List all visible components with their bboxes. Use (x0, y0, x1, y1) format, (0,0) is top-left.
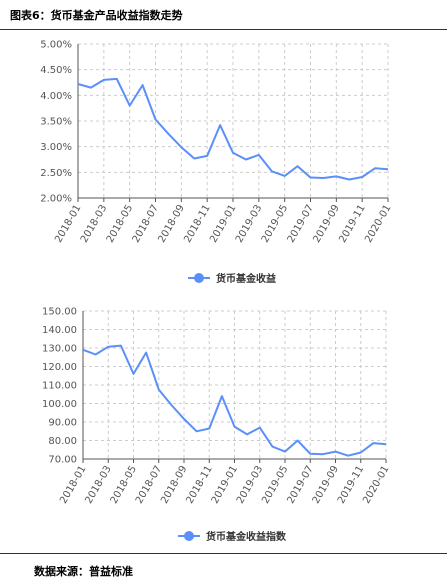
legend-label: 货币基金收益 (216, 272, 276, 285)
legend-label: 货币基金收益指数 (206, 530, 287, 543)
y-tick-label: 70.00 (48, 455, 77, 466)
y-tick-label: 4.50% (40, 65, 72, 76)
y-tick-label: 80.00 (48, 436, 77, 447)
figure-title: 图表6：货币基金产品收益指数走势 (10, 9, 183, 22)
y-tick-label: 3.50% (40, 117, 72, 128)
yield-line-chart: 2.00%2.50%3.00%3.50%4.00%4.50%5.00%2018-… (40, 40, 393, 286)
y-tick-label: 130.00 (42, 344, 77, 355)
legend-marker (184, 531, 194, 541)
series-line (77, 77, 389, 181)
bottom-divider (0, 553, 447, 554)
y-tick-label: 90.00 (48, 418, 77, 429)
y-tick-label: 5.00% (40, 40, 72, 51)
x-tick-label: 2020-01 (363, 203, 393, 245)
y-tick-label: 120.00 (42, 362, 77, 373)
y-tick-label: 100.00 (42, 399, 77, 410)
y-tick-label: 2.50% (40, 168, 72, 179)
data-source: 数据来源：普益标准 (34, 565, 133, 578)
y-tick-label: 140.00 (42, 325, 77, 336)
y-tick-label: 4.00% (40, 91, 72, 102)
legend-marker (194, 273, 204, 283)
y-tick-label: 2.00% (40, 194, 72, 205)
y-tick-label: 3.00% (40, 142, 72, 153)
top-divider (0, 29, 447, 30)
y-tick-label: 110.00 (42, 381, 77, 392)
yield-index-line-chart: 70.00 80.00 90.00 100.00 110.00 120.00 130.00 1… (42, 307, 392, 544)
y-tick-label: 150.00 (42, 307, 77, 318)
